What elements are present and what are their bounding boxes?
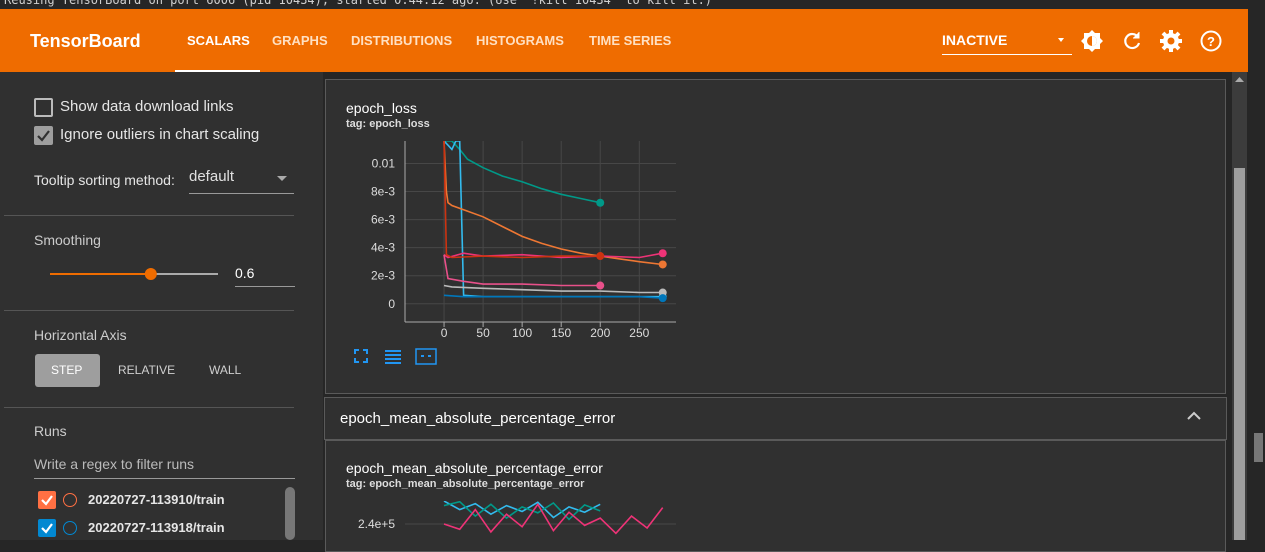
chart-actions [354, 348, 437, 365]
run-checkbox[interactable] [38, 519, 56, 537]
tooltip-value: default [189, 168, 235, 185]
run-name: 20220727-113910/train [88, 492, 225, 507]
chart-card [325, 440, 1226, 552]
settings-icon[interactable] [1160, 30, 1182, 52]
tab[interactable]: HISTOGRAMS [476, 33, 564, 48]
series-end [596, 198, 605, 207]
plot [443, 501, 664, 535]
tab[interactable]: DISTRIBUTIONS [351, 33, 453, 48]
svg-text:?: ? [1207, 34, 1215, 49]
y-tick-label: 8e-3 [371, 185, 395, 199]
outer-scrollbar [1254, 433, 1263, 462]
sidebar-scrollbar [285, 487, 295, 540]
series-end [596, 252, 605, 261]
card-title: epoch_loss [346, 100, 417, 116]
tab[interactable]: GRAPHS [272, 33, 328, 48]
help-icon[interactable]: ? [1200, 30, 1222, 52]
axis-option[interactable]: RELATIVE [118, 363, 176, 377]
smoothing-value: 0.6 [235, 265, 255, 281]
tooltip-select[interactable]: default [189, 168, 294, 194]
chart: 2.4e+5 [358, 501, 676, 535]
run-checkbox[interactable] [38, 491, 56, 509]
tab[interactable]: TIME SERIES [589, 33, 672, 48]
checkbox-checked[interactable] [34, 126, 53, 145]
checkbox-label: Show data download links [60, 98, 234, 115]
fit-domain-icon[interactable] [415, 348, 437, 365]
slider-knob[interactable] [144, 268, 157, 280]
scrollbar-thumb[interactable] [1234, 168, 1245, 540]
axis-option[interactable]: WALL [209, 363, 242, 377]
chart: 0 2e-3 4e-3 6e-3 8e-3 0.01 0 50 100 150 200 250 [371, 141, 676, 340]
status-select[interactable]: INACTIVE [942, 32, 1072, 55]
card-title: epoch_mean_absolute_percentage_error [346, 460, 603, 476]
status: INACTIVE [942, 32, 1008, 48]
y-tick-label: 0 [388, 297, 395, 311]
x-tick-label: 50 [476, 326, 490, 340]
series-line [443, 501, 601, 519]
top-bar [0, 9, 1248, 72]
smoothing-label: Smoothing [34, 232, 101, 248]
series-line [443, 141, 663, 266]
series-end [658, 288, 667, 297]
run-color [63, 493, 77, 507]
series-end [658, 249, 667, 258]
x-tick-label: 200 [590, 326, 610, 340]
tab[interactable]: SCALARS [187, 33, 250, 48]
theme-icon[interactable] [1081, 30, 1103, 52]
divider [4, 215, 294, 216]
fullscreen-icon[interactable] [354, 349, 368, 363]
chart-card [325, 79, 1226, 394]
collapse-icon[interactable] [1186, 410, 1202, 422]
horizontal-axis-label: Horizontal Axis [34, 327, 127, 343]
series-line [444, 141, 601, 204]
active-tab-indicator [175, 70, 260, 72]
series-end [658, 260, 667, 269]
dropdown-arrow [1058, 38, 1064, 42]
divider [4, 310, 294, 311]
series-line [443, 254, 601, 287]
series-end [596, 281, 605, 290]
plot [443, 141, 667, 303]
checkbox-label: Ignore outliers in chart scaling [60, 126, 260, 143]
run-filter[interactable]: Write a regex to filter runs [34, 456, 295, 479]
tooltip-label: Tooltip sorting method: [34, 172, 175, 188]
run-color [63, 521, 77, 535]
reload-icon[interactable] [1124, 32, 1141, 50]
filter-placeholder: Write a regex to filter runs [34, 456, 195, 472]
y-tick-label: 0.01 [372, 156, 396, 170]
x-tick-label: 250 [629, 326, 649, 340]
smoothing-slider[interactable] [40, 262, 230, 286]
series-line [443, 141, 601, 259]
series-line [443, 501, 601, 521]
sidebar [0, 72, 323, 540]
y-tick-label: 2e-3 [371, 269, 395, 283]
series-end [658, 294, 667, 303]
y-tick-label: 2.4e+5 [358, 517, 395, 531]
run-name: 20220727-113918/train [88, 520, 225, 535]
axis-button-active[interactable] [35, 354, 100, 387]
log-scale-icon[interactable] [385, 350, 401, 364]
header-icons: ? [1058, 30, 1222, 52]
group-title: epoch_mean_absolute_percentage_error [340, 410, 616, 427]
group-header[interactable] [324, 397, 1227, 440]
x-tick-label: 100 [512, 326, 532, 340]
x-tick-label: 0 [441, 326, 448, 340]
divider [4, 407, 294, 408]
y-tick-label: 4e-3 [371, 241, 395, 255]
series-line [443, 294, 663, 299]
card-tag: tag: epoch_loss [346, 118, 430, 130]
smoothing-input[interactable]: 0.6 [235, 265, 295, 287]
brand: TensorBoard [30, 31, 141, 51]
terminal-output: Reusing TensorBoard on port 6006 (pid 10… [4, 0, 713, 7]
card-tag: tag: epoch_mean_absolute_percentage_erro… [346, 478, 585, 490]
x-tick-label: 150 [551, 326, 571, 340]
runs-label: Runs [34, 423, 67, 439]
axis-option[interactable]: STEP [51, 363, 83, 377]
series-line [443, 502, 664, 535]
y-tick-label: 6e-3 [371, 213, 395, 227]
series-line [443, 284, 663, 294]
series-line [443, 252, 663, 259]
checkbox[interactable] [34, 98, 53, 117]
